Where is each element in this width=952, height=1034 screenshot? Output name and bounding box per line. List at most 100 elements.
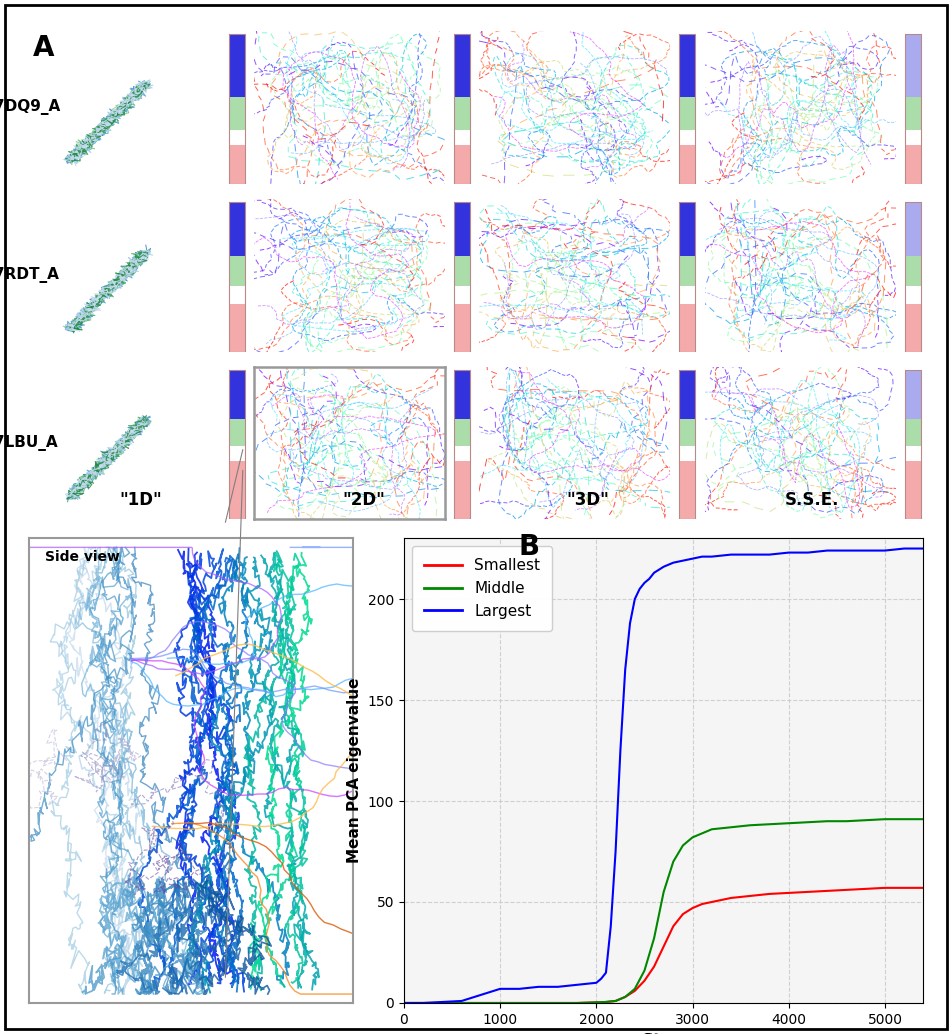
Bar — [904, 304, 921, 352]
Text: 7LBU_A: 7LBU_A — [0, 435, 58, 451]
Bar — [454, 202, 470, 255]
Bar — [228, 34, 245, 97]
Middle — [880, 813, 891, 825]
Middle — [822, 815, 833, 827]
Middle — [475, 997, 486, 1009]
Smallest — [725, 891, 737, 904]
Bar — [454, 97, 470, 130]
Bar — [454, 285, 470, 304]
X-axis label: Step: Step — [642, 1032, 685, 1034]
Smallest — [552, 997, 564, 1009]
Bar — [228, 255, 245, 285]
Bar — [454, 145, 470, 184]
Middle — [918, 813, 929, 825]
Middle — [648, 932, 660, 944]
Largest — [639, 577, 650, 589]
Largest — [552, 980, 564, 993]
Bar — [228, 130, 245, 145]
Bar — [904, 419, 921, 446]
Bar — [904, 97, 921, 130]
Middle — [514, 997, 526, 1009]
Largest — [417, 997, 428, 1009]
Text: Side view: Side view — [45, 550, 120, 565]
Bar — [680, 370, 696, 519]
Middle — [398, 997, 409, 1009]
Line: Smallest: Smallest — [404, 888, 923, 1003]
Bar — [680, 304, 696, 352]
Bar — [228, 304, 245, 352]
Bar — [904, 446, 921, 461]
Line: Middle: Middle — [404, 819, 923, 1003]
Bar — [680, 255, 696, 285]
Bar — [680, 202, 696, 352]
Smallest — [417, 997, 428, 1009]
Bar — [904, 370, 921, 519]
Smallest — [841, 884, 852, 896]
Largest — [880, 544, 891, 556]
Smallest — [648, 961, 660, 973]
Smallest — [629, 984, 641, 997]
Middle — [677, 840, 688, 852]
Text: S.S.E.: S.S.E. — [784, 491, 839, 509]
Smallest — [860, 883, 871, 895]
Smallest — [880, 882, 891, 894]
Middle — [533, 997, 545, 1009]
Text: A: A — [33, 34, 55, 62]
Middle — [764, 818, 775, 830]
Middle — [860, 814, 871, 826]
Largest — [899, 543, 910, 555]
Smallest — [918, 882, 929, 894]
Middle — [803, 816, 814, 828]
Text: B: B — [519, 533, 540, 560]
Smallest — [456, 997, 467, 1009]
Bar — [904, 285, 921, 304]
Largest — [697, 550, 708, 562]
Largest — [677, 554, 688, 567]
Bar — [228, 446, 245, 461]
Largest — [615, 744, 626, 757]
Largest — [634, 583, 645, 596]
Largest — [437, 996, 448, 1008]
Text: 7DQ9_A: 7DQ9_A — [0, 99, 60, 116]
Line: Largest: Largest — [404, 549, 923, 1003]
Smallest — [744, 889, 756, 902]
Bar — [904, 202, 921, 352]
Bar — [680, 461, 696, 519]
Bar — [680, 202, 696, 255]
Smallest — [639, 975, 650, 987]
Smallest — [533, 997, 545, 1009]
Middle — [783, 817, 795, 829]
Smallest — [475, 997, 486, 1009]
Bar — [228, 285, 245, 304]
Smallest — [697, 898, 708, 910]
Largest — [648, 567, 660, 579]
Smallest — [590, 996, 602, 1008]
Bar — [228, 370, 245, 519]
Largest — [475, 989, 486, 1001]
Largest — [605, 920, 617, 933]
Middle — [639, 965, 650, 977]
Middle — [725, 821, 737, 833]
Largest — [706, 550, 718, 562]
Legend: Smallest, Middle, Largest: Smallest, Middle, Largest — [411, 546, 552, 631]
Bar — [680, 285, 696, 304]
Middle — [744, 819, 756, 831]
Middle — [841, 815, 852, 827]
Middle — [658, 886, 669, 899]
Middle — [601, 996, 612, 1008]
Middle — [629, 982, 641, 995]
Largest — [667, 556, 679, 569]
Bar — [454, 255, 470, 285]
Bar — [228, 202, 245, 255]
Largest — [841, 544, 852, 556]
Largest — [595, 973, 606, 985]
Middle — [686, 831, 698, 844]
Smallest — [514, 997, 526, 1009]
Text: 7RDT_A: 7RDT_A — [0, 267, 59, 283]
Smallest — [494, 997, 506, 1009]
Bar — [228, 419, 245, 446]
Smallest — [803, 886, 814, 899]
Smallest — [783, 887, 795, 900]
Middle — [610, 995, 622, 1007]
Bar — [454, 370, 470, 419]
